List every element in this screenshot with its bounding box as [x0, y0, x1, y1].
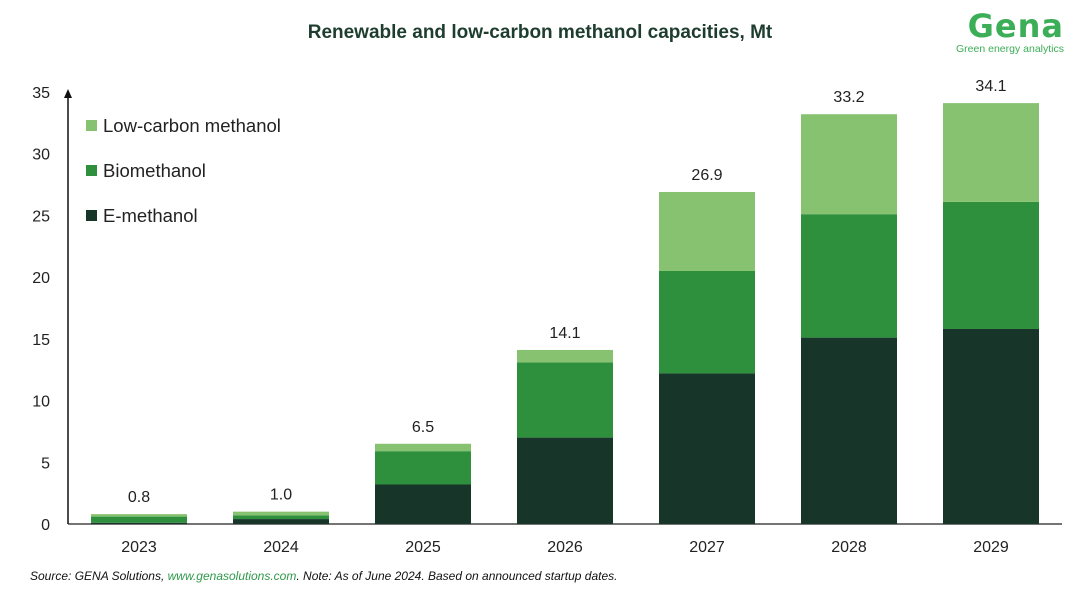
bar-segment-low-carbon-methanol	[943, 103, 1039, 202]
y-tick-label: 20	[32, 270, 50, 287]
source-prefix: Source: GENA Solutions,	[30, 569, 168, 583]
bar-segment-low-carbon-methanol	[375, 443, 471, 452]
bar-segment-e-methanol	[801, 337, 897, 524]
x-tick-label: 2027	[689, 539, 725, 556]
bar-segment-low-carbon-methanol	[233, 511, 329, 516]
total-data-label: 34.1	[975, 78, 1006, 95]
legend-label: E-methanol	[103, 205, 198, 226]
bar-segment-low-carbon-methanol	[517, 349, 613, 363]
bar-segment-e-methanol	[375, 484, 471, 524]
source-suffix: . Note: As of June 2024. Based on announ…	[296, 569, 618, 583]
bar-segment-e-methanol	[91, 522, 187, 524]
total-data-label: 14.1	[549, 325, 580, 342]
y-tick-label: 25	[32, 208, 50, 225]
bar-segment-biomethanol	[91, 516, 187, 523]
total-data-label: 0.8	[128, 489, 150, 506]
total-data-label: 1.0	[270, 487, 292, 504]
bar-segment-e-methanol	[943, 328, 1039, 524]
y-tick-label: 35	[32, 85, 50, 102]
gena-logo: Gena Green energy analytics	[956, 8, 1064, 55]
y-tick-label: 0	[41, 517, 50, 534]
bar-segment-biomethanol	[659, 270, 755, 374]
y-tick-label: 10	[32, 394, 50, 411]
logo-name: Gena	[967, 7, 1064, 45]
bar-segment-e-methanol	[517, 437, 613, 524]
bar-segment-low-carbon-methanol	[801, 114, 897, 215]
x-tick-label: 2024	[263, 539, 299, 556]
bar-segment-biomethanol	[943, 201, 1039, 329]
x-tick-label: 2025	[405, 539, 441, 556]
source-link[interactable]: www.genasolutions.com	[167, 569, 297, 583]
bar-segment-low-carbon-methanol	[91, 514, 187, 517]
y-axis-arrow	[64, 89, 72, 98]
x-tick-label: 2023	[121, 539, 157, 556]
total-data-label: 33.2	[833, 89, 864, 106]
legend-swatch	[86, 210, 97, 221]
x-tick-label: 2029	[973, 539, 1009, 556]
bar-segment-biomethanol	[517, 362, 613, 438]
chart-title: Renewable and low-carbon methanol capaci…	[307, 22, 773, 43]
total-data-label: 6.5	[412, 419, 434, 436]
x-tick-label: 2028	[831, 539, 867, 556]
bar-segment-biomethanol	[375, 451, 471, 485]
bar-segment-e-methanol	[659, 373, 755, 524]
legend-label: Low-carbon methanol	[103, 115, 281, 136]
legend-swatch	[86, 120, 97, 131]
bar-segment-e-methanol	[233, 519, 329, 524]
total-data-label: 26.9	[691, 167, 722, 184]
x-tick-label: 2026	[547, 539, 583, 556]
bar-segment-low-carbon-methanol	[659, 191, 755, 271]
logo-tagline: Green energy analytics	[956, 43, 1064, 55]
source-note: Source: GENA Solutions, www.genasolution…	[30, 569, 617, 583]
y-tick-label: 15	[32, 332, 50, 349]
y-tick-label: 30	[32, 147, 50, 164]
bar-segment-biomethanol	[801, 214, 897, 338]
legend-swatch	[86, 165, 97, 176]
bar-segment-biomethanol	[233, 515, 329, 520]
y-tick-label: 5	[41, 455, 50, 472]
legend-label: Biomethanol	[103, 160, 206, 181]
